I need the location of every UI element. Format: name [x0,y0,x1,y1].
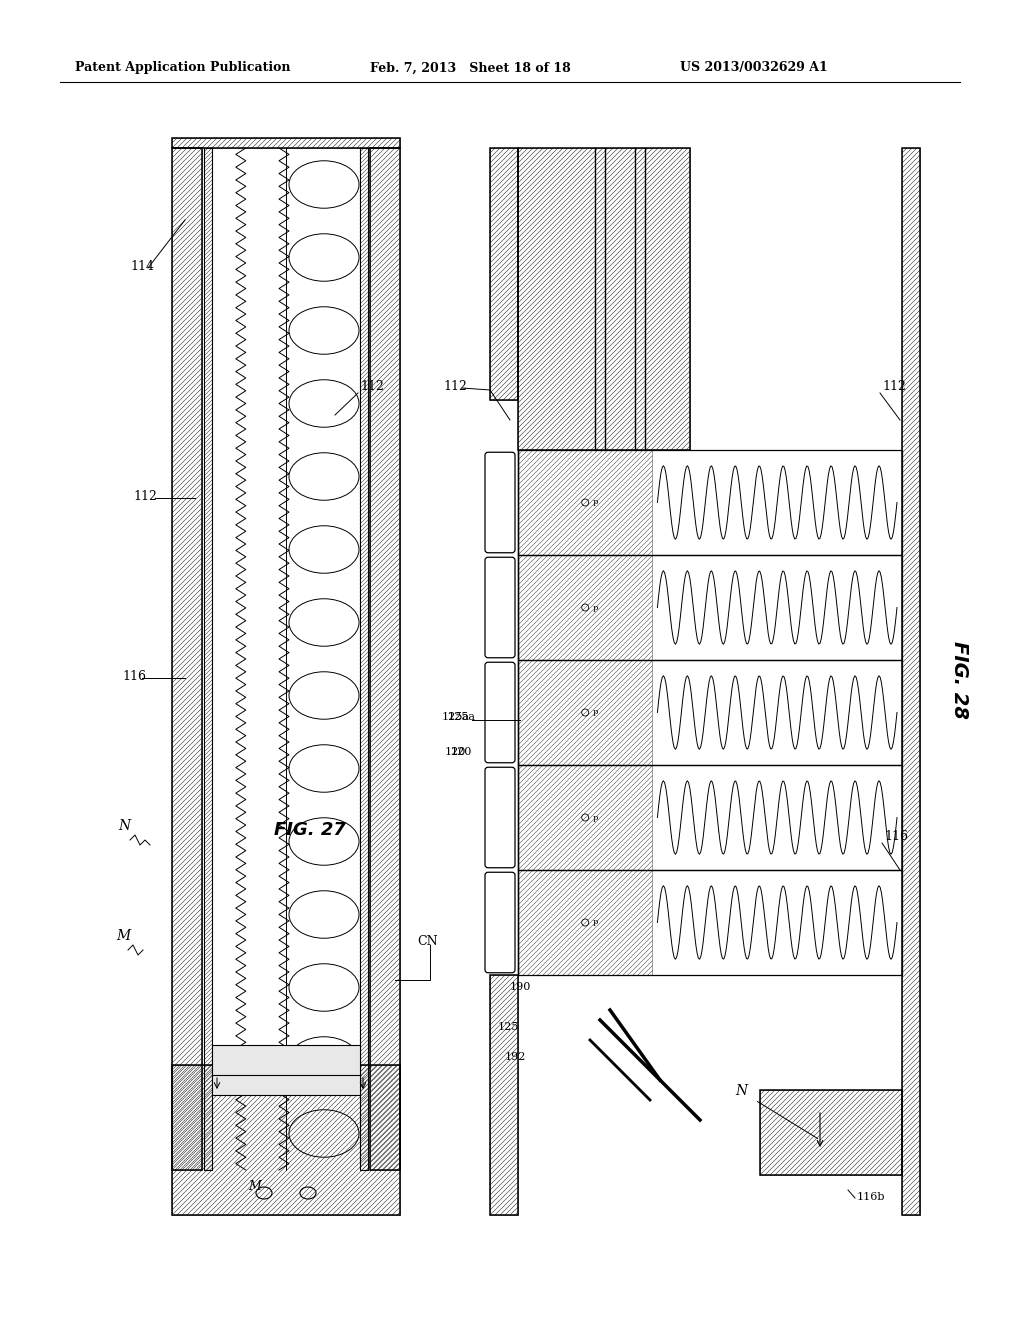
Text: p: p [593,603,599,611]
Bar [172,139,400,148]
Bar [902,148,920,1214]
Bar [518,870,902,975]
Text: 112: 112 [133,490,157,503]
Bar [172,148,202,1170]
Text: 192: 192 [505,1052,526,1063]
Text: N: N [735,1084,748,1098]
Bar [204,148,212,1170]
Text: 114: 114 [130,260,154,273]
Bar [518,554,652,660]
Bar [518,450,902,554]
Text: 112: 112 [882,380,906,393]
Text: 120: 120 [445,747,466,756]
Bar [172,139,400,148]
Bar [518,766,652,870]
Text: p: p [593,499,599,507]
Bar [518,870,652,975]
Bar [760,1090,902,1175]
Bar [490,975,518,1214]
Bar [172,1065,400,1214]
Text: p: p [593,709,599,717]
Text: M: M [116,929,130,942]
Bar [518,450,652,554]
Text: p: p [593,919,599,927]
Bar [490,148,518,400]
Bar [212,1045,360,1096]
Bar [490,975,518,1214]
Bar [204,148,212,1170]
Text: p: p [593,813,599,821]
Text: N: N [118,818,130,833]
Bar [518,660,652,766]
Text: 190: 190 [510,982,531,993]
Text: FIG. 28: FIG. 28 [950,642,970,719]
Text: 116b: 116b [857,1192,886,1203]
Text: US 2013/0032629 A1: US 2013/0032629 A1 [680,62,827,74]
Bar [518,148,690,450]
Text: 116: 116 [122,671,146,682]
Text: 125: 125 [498,1022,519,1032]
Text: 112: 112 [443,380,467,393]
Bar [518,148,690,450]
Text: Feb. 7, 2013   Sheet 18 of 18: Feb. 7, 2013 Sheet 18 of 18 [370,62,570,74]
Bar [490,148,518,400]
Bar [902,148,920,1214]
Text: FIG. 27: FIG. 27 [274,821,346,840]
Bar [760,1090,902,1175]
Text: 125a: 125a [449,711,476,722]
Bar [518,554,902,660]
Bar [172,148,202,1170]
Text: Patent Application Publication: Patent Application Publication [75,62,291,74]
Bar [518,766,902,870]
Bar [370,148,400,1170]
Bar [172,1065,400,1214]
Text: 120: 120 [451,747,472,756]
Text: 112: 112 [360,380,384,393]
Text: M: M [248,1180,261,1193]
Bar [518,660,902,766]
Text: CN: CN [417,935,437,948]
Bar [370,148,400,1170]
Text: 116: 116 [884,830,908,843]
Bar [360,148,368,1170]
Text: 125a: 125a [442,711,470,722]
Bar [360,148,368,1170]
